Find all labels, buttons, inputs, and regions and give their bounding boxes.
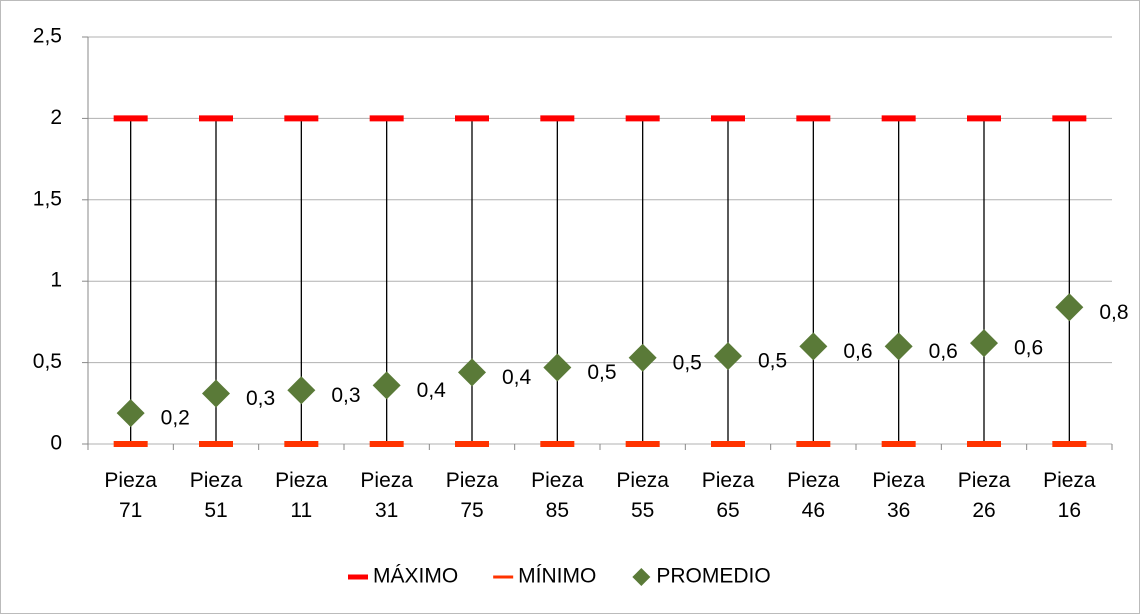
data-label: 0,8 — [1099, 301, 1128, 324]
avg-marker — [799, 332, 828, 361]
y-tick-label: 2,5 — [33, 25, 62, 48]
data-label: 0,4 — [502, 366, 532, 389]
avg-marker — [116, 399, 145, 428]
legend-label: MÁXIMO — [373, 565, 458, 588]
x-tick-label: Pieza 11 — [275, 469, 328, 522]
avg-marker — [543, 353, 572, 382]
avg-marker — [628, 343, 657, 372]
x-tick-label: Pieza 46 — [787, 469, 840, 522]
data-label: 0,3 — [246, 387, 275, 410]
x-tick-label: Pieza 26 — [957, 469, 1011, 522]
data-label: 0,2 — [161, 407, 190, 430]
y-tick-label: 1 — [50, 269, 62, 292]
x-tick-label: Pieza 36 — [872, 469, 925, 522]
data-label: 0,5 — [758, 350, 787, 373]
data-label: 0,6 — [929, 340, 958, 363]
avg-marker — [287, 376, 316, 405]
legend-swatch — [632, 568, 651, 586]
x-tick-label: Pieza 55 — [616, 469, 669, 522]
avg-marker — [1055, 293, 1084, 322]
x-tick-label: Pieza 71 — [104, 469, 157, 522]
data-label: 0,5 — [587, 361, 616, 384]
y-tick-label: 1,5 — [33, 187, 62, 210]
y-tick-label: 0,5 — [33, 350, 62, 373]
y-tick-label: 2 — [50, 106, 62, 129]
avg-marker — [970, 329, 998, 358]
avg-marker — [714, 342, 742, 371]
legend-label: MÍNIMO — [518, 565, 596, 588]
avg-marker — [202, 379, 230, 408]
data-label: 0,3 — [331, 384, 360, 407]
x-tick-label: Pieza 16 — [1043, 469, 1096, 522]
x-tick-label: Pieza 51 — [189, 469, 243, 522]
data-label: 0,6 — [843, 340, 872, 363]
data-label: 0,6 — [1014, 337, 1043, 360]
avg-marker — [458, 358, 486, 387]
legend-label: PROMEDIO — [656, 565, 770, 588]
data-label: 0,4 — [417, 379, 447, 402]
data-label: 0,5 — [673, 351, 702, 374]
x-tick-label: Pieza 31 — [360, 469, 413, 522]
x-tick-label: Pieza 85 — [531, 469, 584, 522]
y-tick-label: 0 — [50, 432, 62, 455]
x-tick-label: Pieza 65 — [701, 469, 755, 522]
avg-marker — [884, 332, 913, 361]
avg-marker — [372, 371, 401, 400]
x-tick-label: Pieza 75 — [445, 469, 499, 522]
